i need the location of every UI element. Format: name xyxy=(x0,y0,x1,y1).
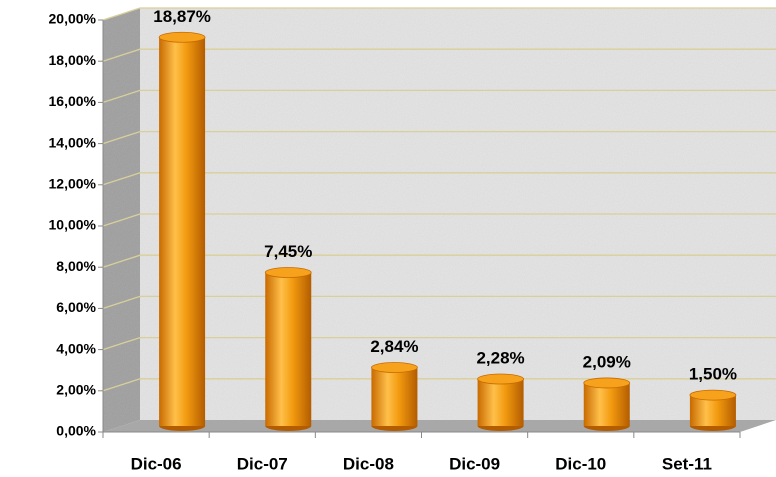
y-tick-label: 6,00% xyxy=(56,299,96,315)
bar xyxy=(371,367,418,426)
value-label: 2,28% xyxy=(476,349,524,368)
y-tick-label: 4,00% xyxy=(56,340,96,356)
y-tick-label: 20,00% xyxy=(49,11,97,27)
grid-line xyxy=(102,378,776,392)
bar xyxy=(265,272,312,426)
value-label: 18,87% xyxy=(153,7,211,26)
marks xyxy=(158,31,737,431)
y-tick-label: 8,00% xyxy=(56,258,96,274)
y-tick-label: 14,00% xyxy=(49,134,97,150)
bar-top xyxy=(583,377,631,389)
grid-line xyxy=(102,336,776,351)
bar-top xyxy=(158,31,206,43)
value-label: 1,50% xyxy=(689,365,737,384)
y-tick-label: 2,00% xyxy=(56,382,96,398)
bar xyxy=(477,379,524,426)
grid-line xyxy=(102,254,776,268)
grid-line xyxy=(102,213,776,227)
x-tick-label: Dic-08 xyxy=(343,454,394,473)
bar xyxy=(159,37,206,426)
grid xyxy=(102,7,776,392)
value-label: 2,09% xyxy=(583,352,631,371)
x-tick-label: Dic-10 xyxy=(555,454,606,473)
y-tick-label: 0,00% xyxy=(56,423,96,439)
x-tick-label: Set-11 xyxy=(662,454,712,473)
value-label: 2,84% xyxy=(370,337,418,356)
y-tick-label: 16,00% xyxy=(49,93,97,109)
grid-line xyxy=(102,7,776,21)
x-tick-label: Dic-06 xyxy=(131,454,182,473)
bar-top xyxy=(689,389,737,401)
y-tick-label: 12,00% xyxy=(49,176,97,192)
value-label: 7,45% xyxy=(264,242,312,261)
grid-line xyxy=(102,130,776,145)
bar-top xyxy=(264,267,312,278)
y-tick-label: 10,00% xyxy=(49,217,97,233)
x-tick-label: Dic-09 xyxy=(449,454,500,473)
x-tick-label: Dic-07 xyxy=(237,454,288,473)
y-tick-label: 18,00% xyxy=(49,52,97,68)
grid-line xyxy=(102,295,776,310)
grid-line xyxy=(102,48,776,62)
grid-line xyxy=(102,172,776,186)
bar-top xyxy=(371,362,418,373)
bar-top xyxy=(477,373,524,385)
grid-line xyxy=(102,89,776,104)
bar xyxy=(583,382,630,426)
